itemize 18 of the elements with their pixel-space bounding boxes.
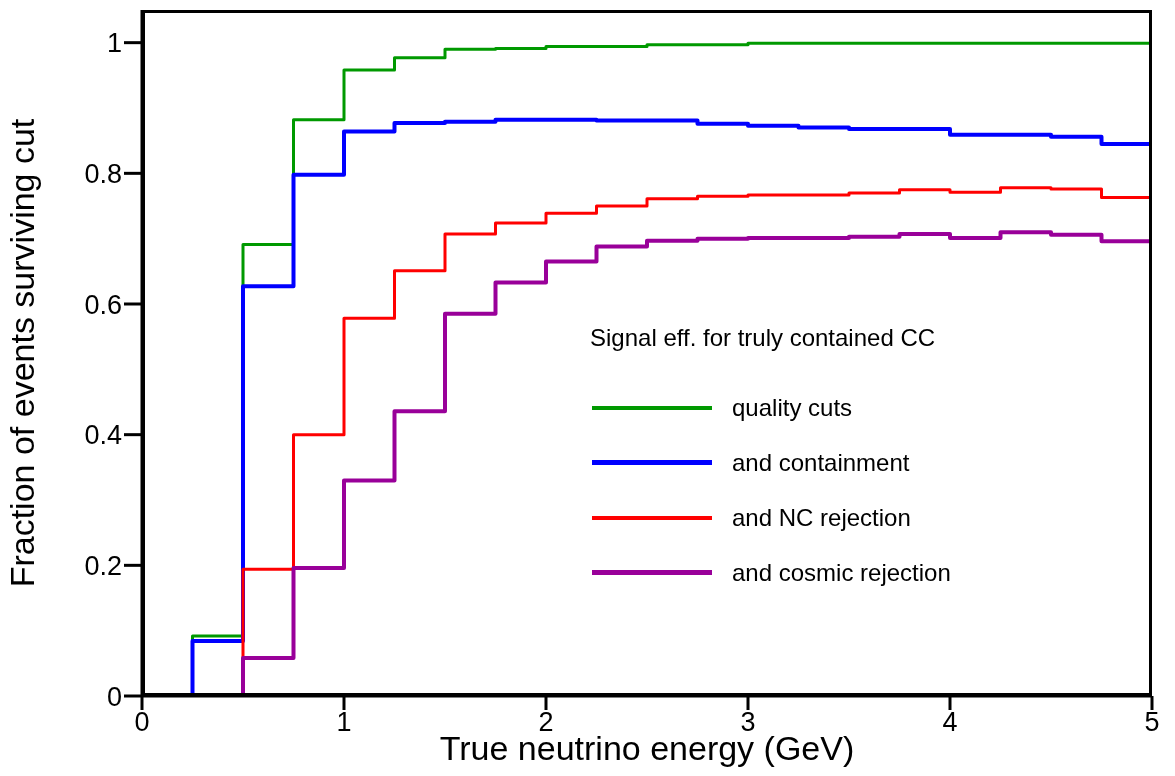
- x-tick-label: 1: [336, 707, 352, 738]
- x-tick-label: 2: [538, 707, 554, 738]
- y-axis-title: Fraction of events surviving cut: [3, 118, 42, 588]
- x-tick-label: 0: [134, 707, 150, 738]
- legend-label: quality cuts: [732, 393, 853, 422]
- y-tick-label: 0.4: [84, 420, 122, 451]
- x-tick-label: 4: [942, 707, 958, 738]
- legend-title: Signal eff. for truly contained CC: [590, 324, 937, 352]
- legend-label: and containment: [732, 448, 910, 477]
- y-tick-label: 0.6: [84, 289, 122, 320]
- x-tick-label: 5: [1144, 707, 1160, 738]
- y-tick-label: 1: [106, 28, 122, 59]
- y-tick-label: 0.2: [84, 550, 122, 581]
- legend-label: and cosmic rejection: [732, 558, 951, 587]
- y-tick-label: 0: [106, 681, 122, 712]
- legend-label: and NC rejection: [732, 503, 911, 532]
- x-tick-label: 3: [740, 707, 756, 738]
- y-tick-label: 0.8: [84, 158, 122, 189]
